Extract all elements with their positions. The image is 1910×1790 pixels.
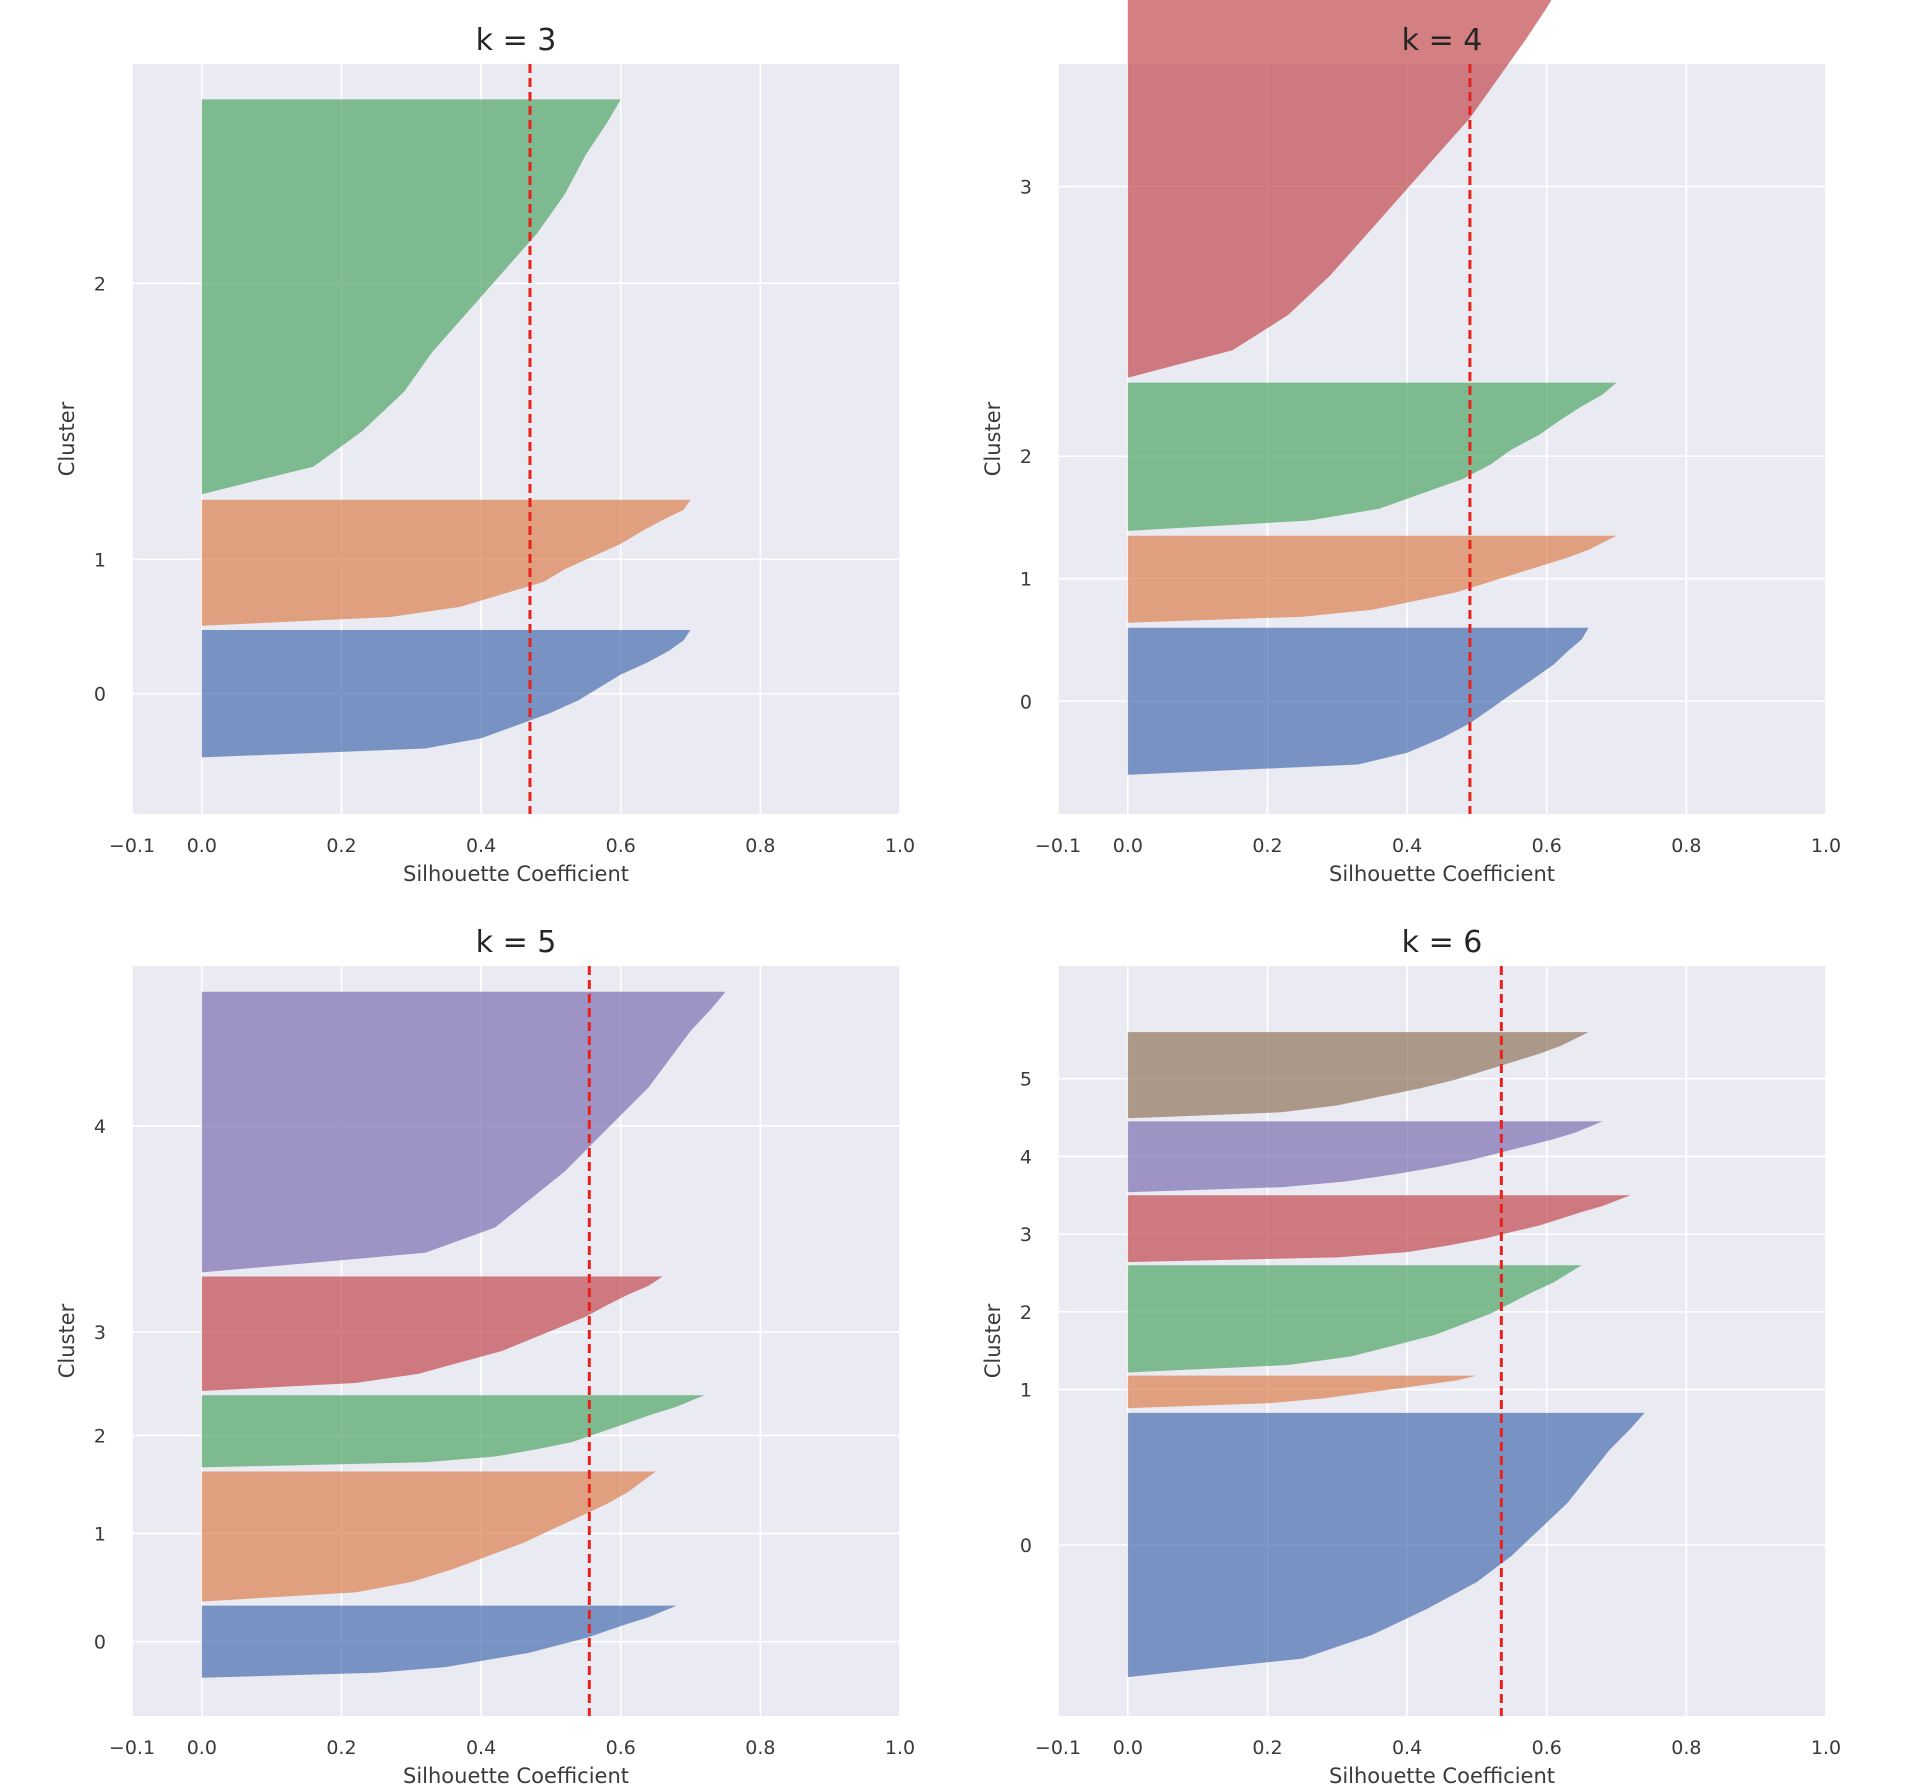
silhouette-cluster-4 xyxy=(201,991,726,1273)
y-tick-label: 0 xyxy=(94,684,106,706)
y-tick-label: 4 xyxy=(94,1116,106,1138)
y-tick-label: 2 xyxy=(1020,446,1032,468)
x-tick-label: 1.0 xyxy=(1811,835,1841,857)
x-tick-label: 0.4 xyxy=(466,1737,496,1759)
subplot-3: k = 5 −0.1 0.0 0.2 0.4 0.6 0.8 1.0 0 1 2 3 4 Silhouet… xyxy=(55,925,915,1788)
x-tick-label: 0.8 xyxy=(745,1737,775,1759)
silhouette-cluster-2 xyxy=(1127,1265,1582,1373)
x-tick-label: −0.1 xyxy=(109,835,155,857)
silhouette-cluster-2 xyxy=(201,1395,705,1468)
x-tick-label: 0.0 xyxy=(1113,1737,1143,1759)
x-tick-label: 0.0 xyxy=(187,1737,217,1759)
y-tick-label: 1 xyxy=(1020,1380,1032,1402)
y-tick-label: 2 xyxy=(94,1425,106,1447)
y-tick-label: 3 xyxy=(1020,177,1032,199)
x-tick-label: 1.0 xyxy=(885,1737,915,1759)
y-axis-label: Cluster xyxy=(981,1303,1005,1378)
y-tick-label: 1 xyxy=(1020,569,1032,591)
x-axis-label: Silhouette Coefficient xyxy=(1329,862,1555,886)
subplot-title: k = 4 xyxy=(1402,23,1483,58)
x-tick-label: 0.4 xyxy=(1392,1737,1422,1759)
x-tick-label: 0.2 xyxy=(1252,835,1282,857)
silhouette-cluster-2 xyxy=(201,99,621,495)
x-tick-label: 0.8 xyxy=(1671,835,1701,857)
x-axis-label: Silhouette Coefficient xyxy=(1329,1764,1555,1788)
x-tick-label: −0.1 xyxy=(1035,835,1081,857)
x-tick-label: 0.6 xyxy=(1532,835,1562,857)
y-tick-label: 4 xyxy=(1020,1146,1032,1168)
y-tick-label: 0 xyxy=(1020,1535,1032,1557)
subplot-2: k = 4 −0.1 0.0 0.2 0.4 0.6 0.8 1.0 0 1 2 3 Silhouett… xyxy=(981,0,1841,886)
y-tick-label: 0 xyxy=(1020,691,1032,713)
y-tick-label: 1 xyxy=(94,549,106,571)
silhouette-cluster-5 xyxy=(1127,1032,1589,1119)
x-tick-label: 0.0 xyxy=(187,835,217,857)
x-tick-label: 0.4 xyxy=(466,835,496,857)
x-tick-label: 0.6 xyxy=(1532,1737,1562,1759)
x-tick-label: 0.8 xyxy=(1671,1737,1701,1759)
y-axis-label: Cluster xyxy=(55,1303,79,1378)
silhouette-cluster-3 xyxy=(1127,0,1552,378)
subplot-title: k = 3 xyxy=(476,23,557,58)
y-tick-label: 3 xyxy=(1020,1224,1032,1246)
x-tick-label: 0.2 xyxy=(1252,1737,1282,1759)
y-axis-label: Cluster xyxy=(981,401,1005,476)
x-tick-label: −0.1 xyxy=(109,1737,155,1759)
subplot-title: k = 6 xyxy=(1402,925,1483,960)
silhouette-cluster-1 xyxy=(201,499,691,626)
y-tick-label: 3 xyxy=(94,1322,106,1344)
silhouette-cluster-3 xyxy=(1127,1195,1631,1263)
silhouette-cluster-3 xyxy=(201,1276,663,1391)
subplot-4: k = 6 −0.1 0.0 0.2 0.4 0.6 0.8 1.0 0 1 2 3 4 5 Silhoue… xyxy=(981,925,1841,1788)
x-tick-label: 0.8 xyxy=(745,835,775,857)
silhouette-cluster-0 xyxy=(1127,1412,1645,1678)
x-tick-label: 0.6 xyxy=(606,1737,636,1759)
silhouette-cluster-1 xyxy=(1127,1375,1477,1409)
y-tick-label: 2 xyxy=(1020,1302,1032,1324)
x-tick-label: 1.0 xyxy=(1811,1737,1841,1759)
x-tick-label: 1.0 xyxy=(885,835,915,857)
x-axis-label: Silhouette Coefficient xyxy=(403,862,629,886)
x-tick-label: 0.6 xyxy=(606,835,636,857)
y-tick-label: 5 xyxy=(1020,1069,1032,1091)
subplot-title: k = 5 xyxy=(476,925,557,960)
silhouette-cluster-1 xyxy=(1127,535,1617,623)
x-tick-label: 0.0 xyxy=(1113,835,1143,857)
y-axis-label: Cluster xyxy=(55,401,79,476)
x-tick-label: 0.2 xyxy=(326,1737,356,1759)
silhouette-cluster-0 xyxy=(1127,627,1589,775)
y-tick-label: 1 xyxy=(94,1523,106,1545)
silhouette-cluster-0 xyxy=(201,1605,677,1678)
subplot-1: k = 3 −0.1 0.0 0.2 0.4 0.6 0.8 1.0 0 1 2 Silhouette… xyxy=(55,23,915,886)
x-tick-label: −0.1 xyxy=(1035,1737,1081,1759)
silhouette-cluster-4 xyxy=(1127,1121,1603,1193)
y-tick-label: 2 xyxy=(94,273,106,295)
y-tick-label: 0 xyxy=(94,1632,106,1654)
silhouette-cluster-1 xyxy=(201,1471,656,1602)
x-axis-label: Silhouette Coefficient xyxy=(403,1764,629,1788)
silhouette-cluster-2 xyxy=(1127,382,1617,531)
silhouette-cluster-0 xyxy=(201,630,691,758)
x-tick-label: 0.2 xyxy=(326,835,356,857)
x-tick-label: 0.4 xyxy=(1392,835,1422,857)
